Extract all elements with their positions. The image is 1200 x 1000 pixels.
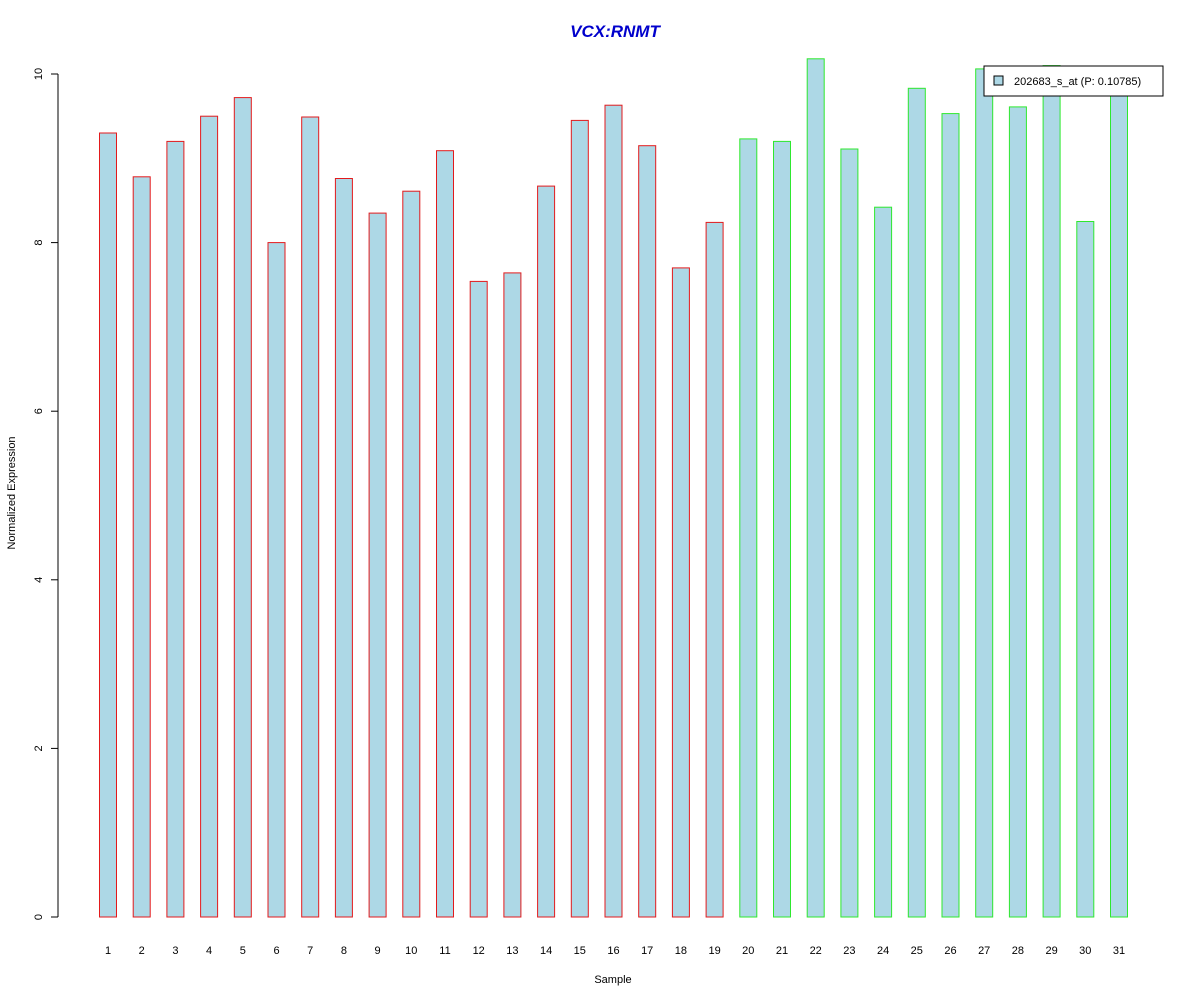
bar [975,68,994,918]
bar [1042,65,1061,918]
x-tick-label: 10 [405,945,417,957]
x-tick-label: 27 [978,945,990,957]
x-tick-label: 2 [139,945,145,957]
x-tick-label: 1 [105,945,111,957]
y-tick-label: 10 [33,68,45,80]
bar [301,116,320,918]
bar [705,221,724,918]
bar [469,280,488,918]
bar [1008,106,1027,918]
y-axis: 0 2 4 6 8 10 [33,68,59,920]
x-tick-label: 30 [1079,945,1091,957]
x-tick-label: 18 [675,945,687,957]
bar [537,185,556,918]
bar [402,190,421,918]
x-tick-label: 4 [206,945,212,957]
x-tick-label: 12 [473,945,485,957]
x-tick-label: 21 [776,945,788,957]
bar [436,150,454,918]
bar [941,113,960,918]
bar [233,97,252,918]
bar [1076,221,1095,918]
bar [907,87,926,918]
x-tick-label: 24 [877,945,889,957]
bar [773,140,791,918]
bar [874,206,893,918]
x-tick-label: 5 [240,945,246,957]
bar [166,140,185,918]
x-tick-label: 22 [810,945,822,957]
bar [334,178,353,918]
x-tick-label: 13 [506,945,518,957]
x-tick-label: 7 [307,945,313,957]
legend: 202683_s_at (P: 0.10785) [983,65,1164,97]
y-axis-label: Normalized Expression [6,436,18,549]
chart-title: VCX:RNMT [570,22,661,41]
bar [806,58,825,918]
x-tick-label: 20 [742,945,754,957]
y-tick-label: 8 [33,240,45,246]
x-axis-label: Sample [594,974,631,986]
x-tick-label: 31 [1113,945,1125,957]
x-tick-label: 6 [273,945,279,957]
bar [99,132,117,918]
x-tick-labels: 1 2 3 4 5 6 7 8 9 10 11 12 13 14 15 16 17 18 19 20 21 22 23 24 2… [105,945,1125,957]
x-tick-label: 19 [708,945,720,957]
bar-series [99,58,1128,918]
bar [739,138,758,918]
y-tick-label: 4 [33,577,45,583]
bar [200,115,219,918]
bar [1110,86,1128,918]
bar [840,148,859,918]
legend-box [983,65,1164,97]
x-tick-label: 29 [1045,945,1057,957]
y-tick-label: 2 [33,745,45,751]
x-tick-label: 17 [641,945,653,957]
x-tick-label: 11 [439,945,450,957]
bar [132,176,151,918]
legend-swatch [993,75,1004,86]
x-tick-label: 14 [540,945,552,957]
x-tick-label: 28 [1012,945,1024,957]
bar [604,104,623,918]
x-tick-label: 23 [843,945,855,957]
x-tick-label: 25 [911,945,923,957]
x-tick-label: 15 [574,945,586,957]
x-tick-label: 8 [341,945,347,957]
legend-label: 202683_s_at (P: 0.10785) [1014,76,1141,88]
y-tick-label: 6 [33,408,45,414]
x-tick-label: 3 [172,945,178,957]
bar [267,242,286,918]
bar [638,145,657,918]
bar [368,212,387,918]
y-tick-label: 0 [33,914,45,920]
x-tick-label: 9 [375,945,381,957]
bar [671,267,690,918]
bar [503,272,522,918]
bar [570,119,589,918]
x-tick-label: 26 [944,945,956,957]
x-tick-label: 16 [607,945,619,957]
